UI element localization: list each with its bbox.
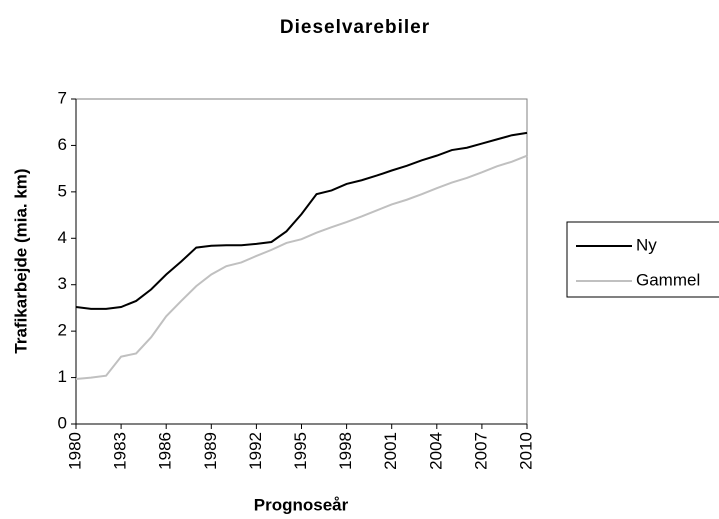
legend-label: Gammel [636,270,700,289]
y-tick-label: 6 [58,135,67,154]
y-tick-label: 7 [58,88,67,107]
y-axis-title: Trafikarbejde (mia. km) [11,168,30,353]
legend-label: Ny [636,235,657,254]
x-tick-label: 1995 [291,432,310,470]
series-line [75,131,528,310]
x-tick-label: 1989 [201,432,220,470]
x-tick-label: 2004 [426,432,445,470]
chart-title: Dieselvarebiler [280,17,430,38]
y-tick-label: 2 [58,321,67,340]
x-axis-title: Prognoseår [254,495,349,514]
x-tick-label: 1980 [65,432,84,470]
x-tick-label: 2010 [516,432,535,470]
plot-area [75,98,528,425]
x-tick-label: 1986 [156,432,175,470]
x-tick-label: 2001 [381,432,400,470]
y-tick-label: 0 [58,413,67,432]
y-tick-label: 5 [58,181,67,200]
y-tick-label: 1 [58,367,67,386]
x-tick-label: 1998 [336,432,355,470]
y-tick-label: 3 [58,274,67,293]
y-tick-label: 4 [58,228,67,247]
series-line [75,154,528,380]
x-tick-label: 1983 [111,432,130,470]
x-tick-label: 2007 [471,432,490,470]
x-tick-label: 1992 [246,432,265,470]
legend-box [566,221,719,298]
